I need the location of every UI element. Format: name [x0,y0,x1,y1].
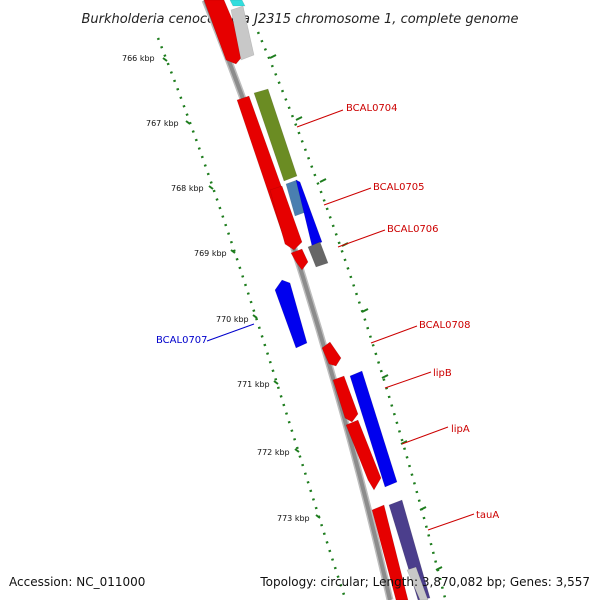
tick-label: 773 kbp [277,514,310,523]
tick-label: 772 kbp [257,448,290,457]
gene-label-bcal0704: BCAL0704 [346,103,398,114]
chromosome-backbone [203,0,392,600]
feature-arrow [307,241,329,268]
feature-arrow [290,248,309,271]
tick-mark [273,380,279,385]
leader-lines [206,109,475,531]
feature-arrow [371,504,409,600]
feature-arrow [253,88,298,182]
tick-mark [381,374,389,379]
tick-mark [252,314,258,319]
tick-label: 768 kbp [171,184,204,193]
tick-mark [315,514,321,519]
gene-label-bcal0707: BCAL0707 [156,335,208,346]
leader-line [323,187,372,206]
tick-marks [162,57,321,519]
tick-label: 766 kbp [122,54,155,63]
tick-mark [295,116,303,121]
feature-arrow [230,5,255,61]
inner-ruler [156,37,347,599]
backbone-shadow [201,0,394,600]
tick-mark [230,249,236,254]
tick-mark [208,185,214,190]
feature-arrow [274,279,308,349]
feature-arrow [406,566,429,600]
feature-arrow [321,341,342,367]
accession-text: Accession: NC_011000 [9,575,145,589]
feature-arrow [388,499,431,600]
feature-arrow [349,370,398,488]
gene-label-bcal0706: BCAL0706 [387,224,439,235]
tick-label: 769 kbp [194,249,227,258]
tick-mark [319,178,327,183]
leader-line [370,325,418,344]
feature-arrow [332,375,359,423]
leader-line [337,229,386,248]
tick-mark [361,308,369,313]
feature-arrow [229,0,246,7]
leader-line [296,109,344,128]
gene-label-bcal0705: BCAL0705 [373,182,425,193]
tick-label: 770 kbp [216,315,249,324]
tick-mark [269,54,277,59]
tick-mark [435,566,443,571]
tick-mark [419,506,427,511]
map-title: Burkholderia cenocepacia J2315 chromosom… [81,12,518,27]
tick-label: 767 kbp [146,119,179,128]
gene-label-lipb: lipB [433,368,452,379]
leader-line [427,513,475,531]
feature-arrow [295,179,323,247]
leader-line [384,371,432,389]
tick-mark [294,448,300,453]
gene-label-lipa: lipA [451,424,470,435]
tick-label: 771 kbp [237,380,270,389]
genome-summary-text: Topology: circular; Length: 3,870,082 bp… [259,575,590,589]
leader-line [401,426,449,445]
gene-label-taua: tauA [476,510,499,521]
feature-arrow [345,419,382,491]
feature-arrow [269,185,303,251]
tick-mark [162,57,168,62]
gene-label-bcal0708: BCAL0708 [419,320,471,331]
leader-line [206,323,255,342]
tick-mark [185,120,191,125]
